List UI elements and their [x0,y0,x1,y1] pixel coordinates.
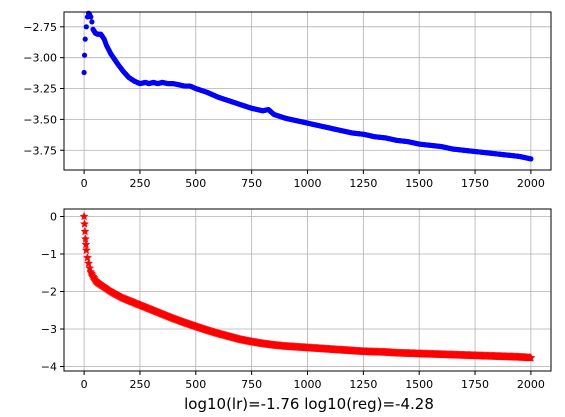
y-tick-label: −4 [41,361,57,374]
x-tick-label: 1250 [349,378,377,391]
x-tick-label: 750 [241,378,262,391]
y-tick-label: −2.75 [23,21,57,34]
data-point-star [81,239,91,249]
top-chart: 0 250 500 750 1000 1250 1500 1750 2000 −2.75 −3.00… [23,10,552,190]
data-point [528,156,534,162]
data-point-star [80,226,90,236]
x-tick-label: 1250 [349,177,377,190]
data-point [83,24,89,30]
x-tick-label: 1000 [294,177,322,190]
data-point [81,52,88,58]
y-tick-label: −3.25 [23,83,57,96]
x-tick-label: 2000 [517,177,545,190]
data-point [88,14,94,20]
data-point-star [84,258,94,268]
x-tick-label: 0 [81,378,88,391]
x-tick-label: 1000 [294,378,322,391]
data-point-star [82,253,92,262]
y-tick-label: −3 [41,323,57,336]
y-tick-label: −1 [41,248,57,261]
x-tick-label: 1500 [405,378,433,391]
y-tick-label: −3.00 [23,52,57,65]
x-tick-label: 0 [81,177,88,190]
data-point-star [79,211,89,221]
x-tick-label: 2000 [517,378,545,391]
bottom-chart: 0 250 500 750 1000 1250 1500 1750 2000 0 −1 −2 −3 −4 [41,208,552,391]
data-point [81,69,87,76]
y-tick-label: −3.50 [23,113,57,126]
data-point-star [80,219,90,228]
x-tick-label: 250 [129,177,150,190]
y-tick-label: 0 [50,211,57,224]
x-tick-label: 1500 [405,177,433,190]
x-tick-label: 1750 [461,378,489,391]
x-tick-label: 500 [185,177,206,190]
data-point [89,19,95,25]
data-series [79,211,536,362]
y-tick-label: −3.75 [23,144,57,157]
x-tick-label: 500 [185,378,206,391]
data-point-star [80,234,90,243]
x-tick-label: 250 [129,378,150,391]
data-point-star [526,353,536,362]
y-tick-label: −2 [41,286,57,299]
data-point-star [81,245,91,255]
data-point [82,36,88,42]
x-tick-label: 1750 [461,177,489,190]
x-tick-label: 750 [241,177,262,190]
figure-caption: log10(lr)=-1.76 log10(reg)=-4.28 [184,395,434,413]
